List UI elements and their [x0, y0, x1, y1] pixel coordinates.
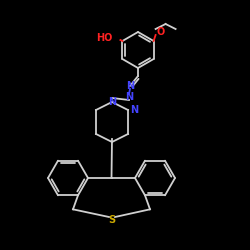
Text: N: N: [130, 105, 138, 115]
Text: O: O: [156, 27, 165, 37]
Text: N: N: [125, 92, 133, 102]
Text: S: S: [108, 215, 116, 225]
Text: N: N: [126, 81, 134, 91]
Text: N: N: [108, 97, 116, 107]
Text: HO: HO: [96, 33, 112, 43]
